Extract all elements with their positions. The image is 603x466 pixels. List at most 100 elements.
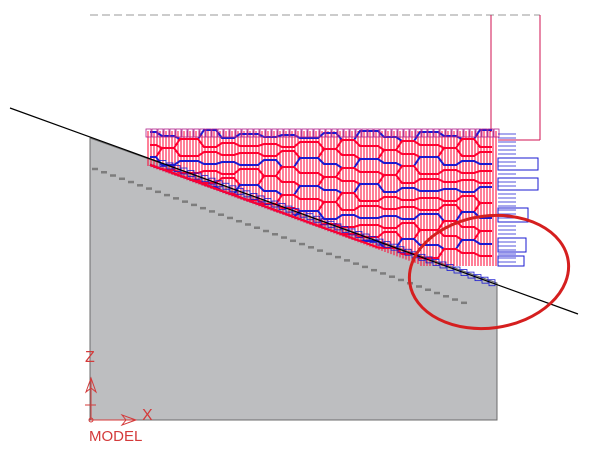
- stock-step: [110, 174, 116, 177]
- toolpath-step: [295, 128, 302, 138]
- toolpath-step: [355, 128, 362, 138]
- toolpath-step: [187, 170, 195, 177]
- stock-step: [389, 275, 395, 278]
- stock-step: [128, 180, 134, 184]
- toolpath-step: [397, 128, 404, 138]
- toolpath-band: [149, 163, 492, 187]
- toolpath-step: [362, 233, 370, 241]
- toolpath-step: [250, 193, 258, 200]
- toolpath-step: [205, 128, 212, 138]
- toolpath-step: [337, 128, 344, 138]
- toolpath-step: [453, 266, 461, 274]
- toolpath-step: [247, 128, 254, 138]
- toolpath-step: [187, 128, 194, 138]
- toolpath-step: [217, 128, 224, 138]
- toolpath-step: [391, 128, 398, 138]
- toolpath-step: [163, 128, 170, 138]
- stock-step: [326, 252, 332, 256]
- toolpath-step: [376, 238, 384, 246]
- toolpath-step: [257, 195, 265, 203]
- toolpath-step: [208, 177, 216, 185]
- toolpath-step: [181, 128, 188, 138]
- stock-step: [281, 236, 287, 239]
- toolpath-step: [301, 128, 308, 138]
- toolpath-step: [229, 128, 236, 138]
- stock-step: [308, 246, 314, 249]
- toolpath-step: [211, 128, 218, 138]
- toolpath-step: [313, 215, 321, 223]
- toolpath-step: [397, 246, 405, 254]
- toolpath-step: [334, 223, 342, 231]
- toolpath-step: [488, 279, 496, 287]
- stock-step: [191, 203, 197, 207]
- toolpath-band: [149, 163, 492, 178]
- toolpath-step: [243, 190, 251, 198]
- toolpath-step: [325, 128, 332, 138]
- toolpath-step: [265, 128, 272, 138]
- toolpath-step: [299, 210, 307, 218]
- toolpath-step: [369, 236, 377, 243]
- toolpath-step: [289, 128, 296, 138]
- toolpath-step: [403, 128, 410, 138]
- exit-box: [497, 177, 539, 191]
- toolpath-step: [278, 203, 286, 210]
- toolpath-step: [439, 128, 446, 138]
- toolpath-step: [320, 218, 328, 226]
- stock-step: [92, 167, 98, 171]
- stock-step: [227, 216, 233, 220]
- stock-step: [101, 171, 107, 174]
- stock-step: [452, 298, 458, 301]
- toolpath-step: [385, 128, 392, 138]
- toolpath-step: [229, 185, 237, 193]
- toolpath-step: [361, 128, 368, 138]
- toolpath-step: [159, 160, 167, 167]
- toolpath-step: [409, 128, 416, 138]
- ellipse-callout-icon: [407, 213, 571, 331]
- toolpath-step: [201, 175, 209, 183]
- stock-step: [263, 229, 269, 233]
- toolpath-step: [341, 226, 349, 233]
- toolpath-band: [149, 163, 492, 259]
- stock-step: [371, 268, 377, 272]
- toolpath-step: [373, 128, 380, 138]
- toolpath-step: [460, 269, 468, 276]
- stock-step: [353, 262, 359, 265]
- toolpath-band: [150, 129, 492, 142]
- toolpath-step: [199, 128, 206, 138]
- toolpath-step: [173, 165, 181, 172]
- toolpath-step: [445, 128, 452, 138]
- toolpath-step: [292, 208, 300, 216]
- toolpath-step: [425, 256, 433, 264]
- toolpath-step: [223, 128, 230, 138]
- toolpath-step: [475, 128, 482, 138]
- toolpath-step: [271, 128, 278, 138]
- cut-line: [9, 107, 579, 315]
- toolpath-step: [379, 128, 386, 138]
- stock-step: [290, 239, 296, 243]
- toolpath-step: [157, 128, 164, 138]
- stock-step: [425, 288, 431, 292]
- toolpath-step: [474, 274, 482, 282]
- toolpath-step: [166, 162, 174, 170]
- toolpath-step: [285, 205, 293, 213]
- toolpath-step: [319, 128, 326, 138]
- stock-step: [461, 301, 467, 305]
- toolpath-step: [264, 198, 272, 205]
- stock-step: [254, 226, 260, 229]
- stock-step: [119, 177, 125, 181]
- toolpath-step: [481, 276, 489, 284]
- axis-label-z: Z: [85, 349, 95, 366]
- toolpath-step: [313, 128, 320, 138]
- toolpath-step: [271, 200, 279, 208]
- toolpath-step: [390, 243, 398, 251]
- toolpath-step: [367, 128, 374, 138]
- toolpath-step: [343, 128, 350, 138]
- toolpath-step: [253, 128, 260, 138]
- toolpath-step: [349, 128, 356, 138]
- stock-step: [299, 242, 305, 246]
- toolpath-step: [481, 128, 488, 138]
- toolpath-step: [432, 259, 440, 266]
- exit-box: [497, 237, 527, 253]
